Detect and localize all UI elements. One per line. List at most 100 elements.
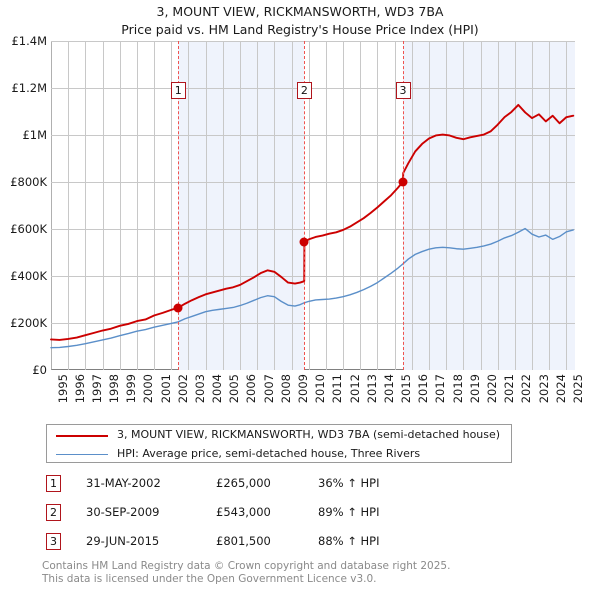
gridline-v: [325, 41, 327, 370]
y-tick-label: £200K: [10, 316, 47, 330]
shaded-band: [178, 41, 305, 370]
x-tick-label: 2022: [519, 374, 534, 404]
gridline-v: [171, 41, 173, 370]
x-axis-labels: 1995 1996 1997 1998 1999 2000 2001 2002 2003 2004…: [51, 374, 585, 420]
gridline-v: [532, 41, 534, 370]
gridline-h: [51, 88, 575, 89]
gridline-v: [360, 41, 362, 370]
gridline-v: [377, 41, 379, 370]
row-index-box: 2: [46, 504, 61, 521]
gridline-v: [85, 41, 87, 370]
x-tick-label: 2006: [244, 374, 259, 404]
row-date: 29-JUN-2015: [86, 534, 160, 548]
event-dot: [173, 303, 183, 313]
x-tick-label: 2018: [450, 374, 465, 404]
gridline-v: [222, 41, 224, 370]
row-price: £265,000: [216, 476, 271, 490]
y-tick-label: £1M: [22, 128, 47, 142]
event-dot: [299, 237, 309, 247]
gridline-v: [291, 41, 293, 370]
x-tick-label: 2014: [381, 374, 396, 404]
legend-label: 3, MOUNT VIEW, RICKMANSWORTH, WD3 7BA (s…: [117, 428, 501, 441]
y-tick-label: £1.2M: [11, 81, 47, 95]
x-tick-label: 2021: [502, 374, 517, 404]
gridline-v: [480, 41, 482, 370]
chart-subtitle: Price paid vs. HM Land Registry's House …: [121, 22, 479, 37]
legend: 3, MOUNT VIEW, RICKMANSWORTH, WD3 7BA (s…: [46, 424, 512, 463]
event-dot: [398, 177, 408, 187]
gridline-v: [68, 41, 70, 370]
shaded-band: [403, 41, 575, 370]
y-tick-label: £0: [32, 363, 47, 377]
gridline-v: [188, 41, 190, 370]
gridline-v: [239, 41, 241, 370]
x-tick-label: 1996: [72, 374, 87, 404]
row-hpi-delta: 88% ↑ HPI: [318, 534, 380, 548]
legend-entry: 3, MOUNT VIEW, RICKMANSWORTH, WD3 7BA (s…: [47, 426, 511, 445]
gridline-v: [566, 41, 568, 370]
gridline-v: [136, 41, 138, 370]
x-tick-label: 2017: [433, 374, 448, 404]
gridline-h: [51, 323, 575, 324]
y-axis-labels: £0 £200K £400K £600K £800K £1M £1.2M £1.4M: [0, 34, 49, 377]
series-lines: [50, 103, 575, 349]
chart-title: 3, MOUNT VIEW, RICKMANSWORTH, WD3 7BA: [156, 4, 444, 19]
event-label-box[interactable]: 2: [296, 82, 312, 99]
y-tick-label: £800K: [10, 175, 47, 189]
event-label-box[interactable]: 1: [170, 82, 186, 99]
gridline-v: [205, 41, 207, 370]
x-tick-label: 1995: [55, 374, 70, 404]
gridline-h: [51, 135, 575, 136]
gridline-v: [463, 41, 465, 370]
x-tick-label: 2010: [313, 374, 328, 404]
legend-swatch: [56, 435, 108, 437]
table-row[interactable]: 1 31-MAY-2002 £265,000 36% ↑ HPI: [46, 473, 506, 502]
gridline-v: [549, 41, 551, 370]
x-tick-label: 2020: [485, 374, 499, 404]
legend-label: HPI: Average price, semi-detached house,…: [117, 447, 421, 460]
x-tick-label: 2009: [296, 374, 311, 404]
x-tick-label: 2016: [416, 374, 431, 404]
row-date: 31-MAY-2002: [86, 476, 161, 490]
x-tick-label: 2011: [330, 374, 345, 404]
gridline-v: [257, 41, 259, 370]
x-tick-label: 2023: [536, 374, 551, 404]
event-dashed-line: [403, 41, 405, 370]
table-row[interactable]: 2 30-SEP-2009 £543,000 89% ↑ HPI: [46, 502, 506, 531]
event-dashed-line: [178, 41, 180, 370]
row-price: £543,000: [216, 505, 271, 519]
row-date: 30-SEP-2009: [86, 505, 160, 519]
y-tick-label: £400K: [10, 269, 47, 283]
gridline-v: [274, 41, 276, 370]
gridline-h: [51, 41, 575, 42]
gridline-v: [102, 41, 104, 370]
gridline-v: [308, 41, 310, 370]
row-hpi-delta: 36% ↑ HPI: [318, 476, 380, 490]
gridline-v: [411, 41, 413, 370]
x-tick-label: 2012: [347, 374, 362, 404]
row-index-box: 3: [46, 533, 61, 550]
x-tick-label: 2007: [261, 374, 276, 404]
gridline-h: [51, 276, 575, 277]
footer-line-1: Contains HM Land Registry data © Crown c…: [42, 560, 451, 572]
footer-line-2: This data is licensed under the Open Gov…: [42, 572, 377, 585]
x-tick-label: 2015: [399, 374, 414, 404]
table-row[interactable]: 3 29-JUN-2015 £801,500 88% ↑ HPI: [46, 531, 506, 560]
row-index-box: 1: [46, 475, 61, 492]
series-line: [50, 103, 575, 341]
x-tick-label: 2013: [364, 374, 379, 404]
legend-swatch: [56, 454, 108, 455]
gridline-h: [51, 229, 575, 230]
gridline-v: [343, 41, 345, 370]
gridline-v: [154, 41, 156, 370]
x-tick-label: 1997: [89, 374, 104, 404]
x-tick-label: 2019: [467, 374, 482, 404]
y-tick-label: £1.4M: [11, 34, 47, 48]
x-tick-label: 2003: [192, 374, 207, 404]
gridline-v: [446, 41, 448, 370]
event-label-box[interactable]: 3: [395, 82, 411, 99]
x-tick-label: 2025: [570, 374, 585, 404]
row-price: £801,500: [216, 534, 271, 548]
gridline-v: [497, 41, 499, 370]
